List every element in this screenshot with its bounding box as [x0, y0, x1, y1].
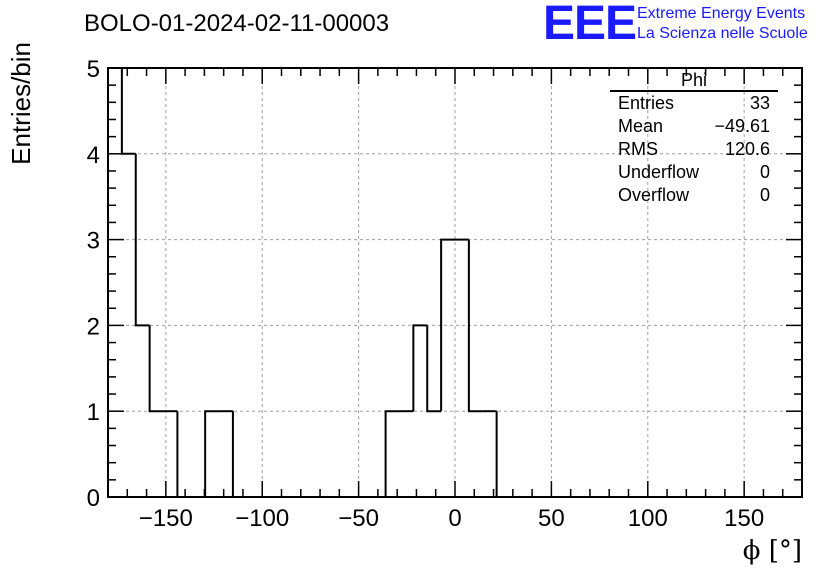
- histogram-bin: [107, 67, 122, 497]
- stats-row-label: Overflow: [618, 185, 690, 205]
- y-tick-label: 5: [87, 56, 100, 83]
- x-tick-label: 0: [448, 505, 461, 532]
- histogram-bin: [231, 411, 247, 498]
- axis-labels: −150 −100 −50 0 50 100 150 0 1 2 3 4 5 ϕ [°] Entries/b…: [6, 42, 802, 566]
- y-tick-label: 0: [87, 485, 100, 512]
- stats-row-value: −49.61: [714, 116, 770, 136]
- stats-row-label: Entries: [618, 93, 675, 113]
- x-tick-label: 100: [628, 505, 668, 532]
- histogram-bin: [426, 325, 442, 413]
- y-tick-label: 1: [87, 399, 100, 426]
- histogram-bin: [148, 325, 164, 413]
- x-tick-label: −50: [338, 505, 379, 532]
- stats-row-label: Underflow: [618, 162, 700, 182]
- stats-row-value: 0: [759, 162, 770, 182]
- histogram-bin: [467, 239, 483, 413]
- x-axis-label: ϕ [°]: [743, 536, 802, 566]
- stats-row-label: RMS: [618, 139, 658, 159]
- histogram-bin: [176, 411, 192, 498]
- stats-box: Phi Entries 33 Mean −49.61 RMS 120.6 Underflow…: [610, 70, 778, 207]
- histogram-bin: [120, 68, 136, 155]
- stats-row: RMS 120.6: [610, 138, 778, 161]
- chart-title: BOLO-01-2024-02-11-00003: [84, 10, 390, 37]
- x-tick-label: −150: [139, 505, 193, 532]
- stats-row: Entries 33: [610, 92, 778, 115]
- y-tick-label: 3: [87, 228, 100, 255]
- x-tick-label: −100: [235, 505, 289, 532]
- logo-caption: Extreme Energy Events La Scienza nelle S…: [637, 4, 808, 44]
- axes: [107, 67, 803, 498]
- x-tick-label: 150: [724, 505, 764, 532]
- eee-logo: EEE: [543, 0, 637, 50]
- histogram-bin: [134, 153, 150, 327]
- logo-caption-line2: La Scienza nelle Scuole: [637, 25, 808, 42]
- stats-row: Overflow 0: [610, 184, 778, 207]
- stats-box-title: Phi: [610, 70, 778, 92]
- stats-row-value: 0: [759, 185, 770, 205]
- logo-caption-line1: Extreme Energy Events: [637, 5, 806, 22]
- histogram-bin: [412, 324, 428, 412]
- histogram-bin: [495, 411, 511, 498]
- stats-row-value: 33: [749, 93, 770, 113]
- y-tick-label: 4: [87, 142, 100, 169]
- histogram-bin: [440, 238, 455, 412]
- stats-row-value: 120.6: [724, 139, 770, 159]
- stats-row-label: Mean: [618, 116, 664, 136]
- y-tick-label: 2: [87, 313, 100, 340]
- stats-row: Underflow 0: [610, 161, 778, 184]
- stats-row: Mean −49.61: [610, 115, 778, 138]
- y-axis-label: Entries/bin: [6, 42, 36, 165]
- histogram-bin: [384, 410, 400, 497]
- x-tick-label: 50: [538, 505, 565, 532]
- histogram-bin: [204, 410, 220, 497]
